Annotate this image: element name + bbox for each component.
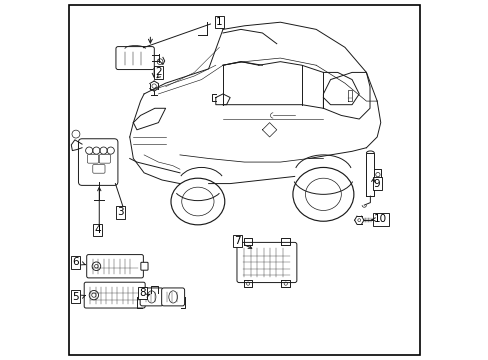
Text: 9: 9 [373, 179, 380, 189]
FancyBboxPatch shape [162, 288, 184, 306]
FancyBboxPatch shape [140, 288, 163, 306]
FancyBboxPatch shape [99, 154, 110, 163]
FancyBboxPatch shape [141, 262, 148, 270]
Text: 6: 6 [72, 257, 79, 267]
Text: 2: 2 [155, 67, 162, 77]
FancyBboxPatch shape [237, 242, 296, 283]
Text: 8: 8 [139, 288, 145, 298]
FancyBboxPatch shape [86, 255, 143, 278]
FancyBboxPatch shape [84, 282, 145, 308]
Text: 7: 7 [234, 236, 240, 246]
FancyBboxPatch shape [116, 46, 154, 69]
Text: 10: 10 [373, 215, 386, 224]
FancyBboxPatch shape [87, 154, 99, 163]
Text: 5: 5 [72, 292, 79, 302]
FancyBboxPatch shape [142, 291, 150, 300]
Text: 3: 3 [117, 207, 124, 217]
FancyBboxPatch shape [78, 139, 118, 185]
Text: 4: 4 [94, 225, 101, 235]
FancyBboxPatch shape [93, 165, 105, 173]
Text: 1: 1 [216, 17, 222, 27]
